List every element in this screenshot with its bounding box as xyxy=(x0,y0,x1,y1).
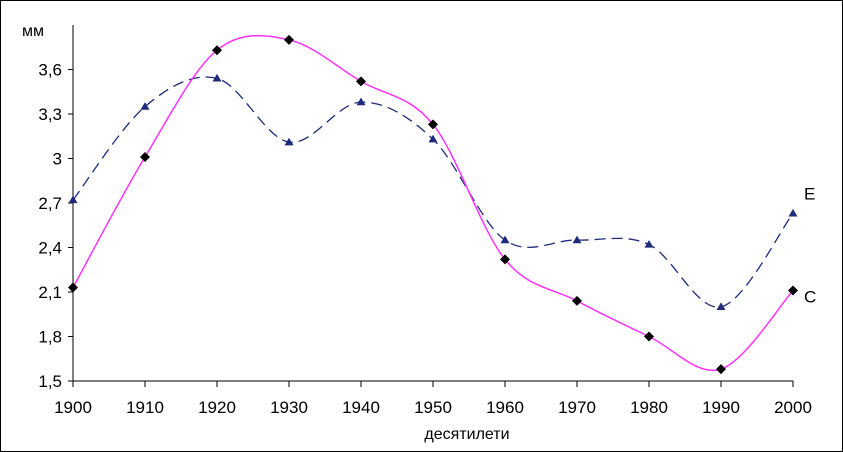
x-tick-label: 1910 xyxy=(126,398,164,417)
data-point xyxy=(500,235,510,244)
y-tick-label: 3,6 xyxy=(38,61,62,80)
series-line xyxy=(72,76,794,308)
data-point xyxy=(572,295,582,306)
series-label: C xyxy=(804,288,816,307)
y-tick-label: 2,7 xyxy=(38,194,62,213)
x-tick-label: 1990 xyxy=(702,398,740,417)
data-point xyxy=(788,285,798,296)
x-tick-label: 1950 xyxy=(414,398,452,417)
series-label: E xyxy=(804,184,815,203)
x-tick-label: 2000 xyxy=(774,398,812,417)
x-tick-label: 1900 xyxy=(54,398,92,417)
data-point xyxy=(284,34,294,45)
x-tick-label: 1960 xyxy=(486,398,524,417)
data-point xyxy=(644,240,654,248)
x-tick-label: 1970 xyxy=(558,398,596,417)
x-tick-label: 1980 xyxy=(630,398,668,417)
y-tick-label: 2,1 xyxy=(38,283,62,302)
x-tick-label: 1940 xyxy=(342,398,380,417)
data-point xyxy=(212,45,222,56)
data-point xyxy=(500,254,510,265)
data-point xyxy=(140,102,150,110)
data-point xyxy=(428,134,438,143)
data-point xyxy=(68,282,78,293)
y-tick-label: 2,4 xyxy=(38,239,62,258)
data-point xyxy=(284,137,294,146)
data-point xyxy=(356,76,366,87)
data-point xyxy=(356,97,366,106)
x-tick-label: 1920 xyxy=(198,398,236,417)
series-C xyxy=(68,34,798,375)
labels-layer: EC xyxy=(804,184,816,306)
y-axis-title: мм xyxy=(22,23,44,40)
y-tick-label: 3,3 xyxy=(38,105,62,124)
series-E xyxy=(68,73,798,310)
data-point xyxy=(212,73,222,82)
data-point xyxy=(572,235,582,244)
data-point xyxy=(716,302,726,310)
data-point xyxy=(68,195,78,204)
y-tick-label: 1,8 xyxy=(38,328,62,347)
series-line xyxy=(72,34,794,372)
y-tick-label: 1,5 xyxy=(38,372,62,391)
data-point xyxy=(644,331,654,342)
axes: 1,5 1,8 2,1 2,4 2,7 3 3,3 3,6 1900 1910 1920 1930 19… xyxy=(38,25,812,417)
y-tick-label: 3 xyxy=(53,150,62,169)
data-point xyxy=(716,364,726,375)
data-point xyxy=(788,208,798,217)
series-layer xyxy=(68,34,798,375)
x-tick-label: 1930 xyxy=(270,398,308,417)
x-axis-title: десятилети xyxy=(424,426,509,443)
data-point xyxy=(428,119,438,130)
data-point xyxy=(140,152,150,163)
